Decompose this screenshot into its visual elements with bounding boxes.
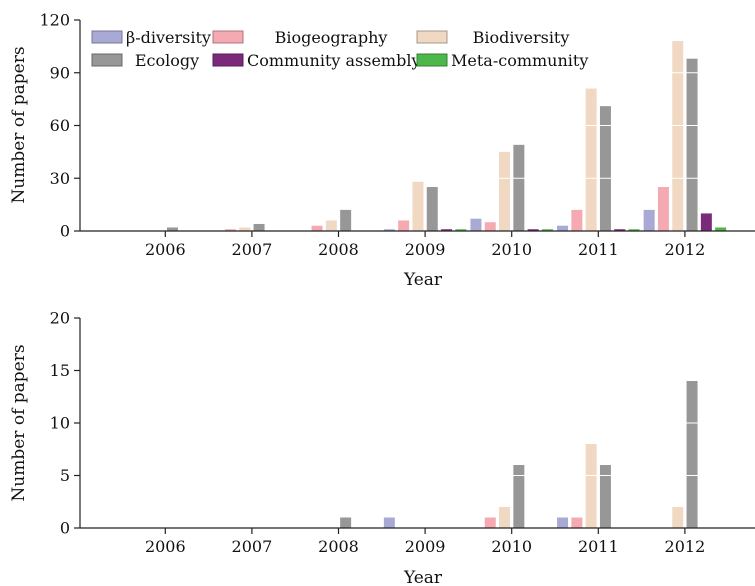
bar-biodiversity-2008 — [325, 220, 337, 231]
bar-ecology-2011 — [599, 106, 611, 231]
bar-ecology-2008 — [340, 517, 352, 528]
bar-diversity-2009 — [383, 229, 395, 231]
bar-ecology-2008 — [340, 209, 352, 231]
bar-ecology-2009 — [426, 187, 438, 231]
bar-biogeography-2011 — [571, 209, 583, 231]
bar-ecology-2007 — [253, 223, 265, 231]
bar-community-assembly-2012 — [700, 213, 712, 231]
y-tick-label: 5 — [60, 466, 70, 485]
x-tick-label: 2012 — [665, 240, 706, 259]
legend-swatch — [91, 30, 123, 44]
bar-diversity-2009 — [383, 517, 395, 528]
legend-label: Ecology — [135, 51, 199, 70]
x-tick-label: 2008 — [318, 240, 359, 259]
x-tick-label: 2008 — [318, 537, 359, 556]
bar-biodiversity-2007 — [239, 227, 251, 231]
legend-label: Biodiversity — [473, 28, 570, 47]
y-tick-label: 10 — [50, 414, 70, 433]
chart-panel-2: 0 5 10 15 20 2006 2007 2008 2009 2010 2011 2012 Year… — [9, 309, 755, 586]
legend-label: β-diversity — [126, 28, 211, 47]
bar-biogeography-2012 — [657, 187, 669, 231]
x-tick-label: 2011 — [578, 240, 619, 259]
bar-diversity-2010 — [470, 218, 482, 231]
legend-label: Meta-community — [451, 51, 588, 70]
bar-ecology-2010 — [513, 465, 525, 528]
bar-ecology-2012 — [686, 381, 698, 528]
bar-biodiversity-2012 — [672, 41, 684, 231]
legend-swatch — [91, 53, 123, 67]
y-tick-label: 0 — [60, 222, 70, 241]
x-tick-label: 2012 — [665, 537, 706, 556]
legend-swatch — [416, 30, 448, 44]
x-tick-label: 2009 — [405, 240, 446, 259]
bar-meta-community-2012 — [715, 227, 727, 231]
bar-ecology-2006 — [166, 227, 178, 231]
legend-label: Community assembly — [247, 51, 421, 70]
x-tick-label: 2010 — [491, 537, 532, 556]
legend-label: Biogeography — [275, 28, 388, 47]
legend-swatch — [212, 53, 244, 67]
y-axis-label: Number of papers — [9, 344, 29, 501]
y-axis-label: Number of papers — [9, 46, 29, 203]
y-tick-label: 90 — [50, 63, 70, 82]
y-tick-label: 0 — [60, 519, 70, 538]
bar-meta-community-2009 — [455, 229, 467, 231]
y-tick-label: 30 — [50, 169, 70, 188]
bar-community-assembly-2011 — [614, 229, 626, 231]
bar-biodiversity-2010 — [499, 151, 511, 231]
bar-biodiversity-2010 — [499, 507, 511, 528]
x-tick-label: 2011 — [578, 537, 619, 556]
bar-biodiversity-2011 — [585, 444, 597, 528]
bar-diversity-2012 — [643, 209, 655, 231]
chart-panel-1: 0 30 60 90 120 2006 2007 2008 2009 2010 2011 2012 Ye… — [9, 11, 755, 290]
legend-swatch — [212, 30, 244, 44]
x-tick-label: 2010 — [491, 240, 532, 259]
bar-diversity-2011 — [557, 225, 569, 231]
x-tick-label: 2007 — [232, 537, 273, 556]
legend-swatch — [416, 53, 448, 67]
bar-biogeography-2011 — [571, 517, 583, 528]
x-tick-label: 2009 — [405, 537, 446, 556]
x-tick-label: 2006 — [145, 240, 186, 259]
bar-ecology-2012 — [686, 58, 698, 231]
bar-biogeography-2007 — [224, 229, 236, 231]
bar-diversity-2011 — [557, 517, 569, 528]
bar-meta-community-2011 — [628, 229, 640, 231]
bar-biodiversity-2011 — [585, 88, 597, 231]
bar-biodiversity-2009 — [412, 181, 424, 231]
y-tick-label: 20 — [50, 309, 70, 328]
x-axis-label: Year — [403, 568, 443, 586]
x-tick-label: 2006 — [145, 537, 186, 556]
x-tick-label: 2007 — [232, 240, 273, 259]
bar-ecology-2010 — [513, 144, 525, 231]
x-axis-label: Year — [403, 270, 443, 290]
bar-meta-community-2010 — [541, 229, 553, 231]
y-tick-label: 15 — [50, 361, 70, 380]
bar-biogeography-2008 — [311, 225, 323, 231]
bar-biogeography-2010 — [484, 222, 496, 231]
bar-biodiversity-2012 — [672, 507, 684, 528]
y-tick-label: 120 — [39, 11, 70, 30]
y-tick-label: 60 — [50, 116, 70, 135]
bar-biogeography-2010 — [484, 517, 496, 528]
bar-biogeography-2009 — [398, 220, 410, 231]
bar-community-assembly-2010 — [527, 229, 539, 231]
legend: β-diversity Biogeography Biodiversity Ecolo… — [91, 28, 588, 70]
bar-ecology-2011 — [599, 465, 611, 528]
bar-community-assembly-2009 — [441, 229, 453, 231]
